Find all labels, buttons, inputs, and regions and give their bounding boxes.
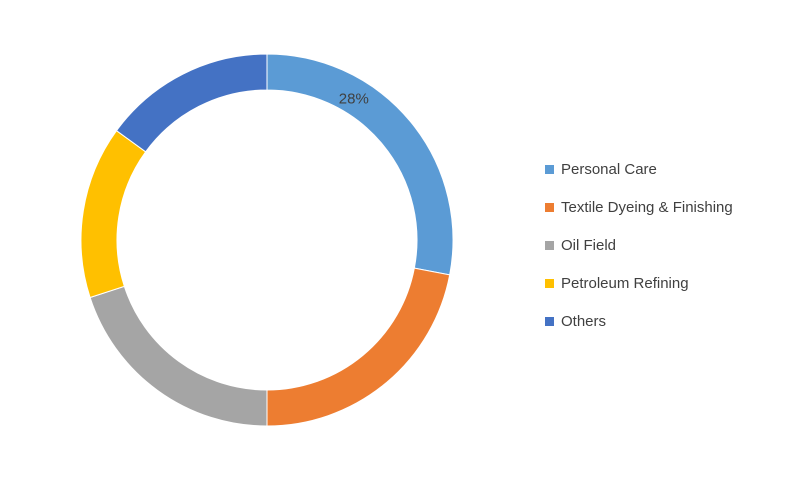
legend-swatch-personal-care	[545, 164, 554, 174]
slice-others	[115, 53, 268, 153]
legend-item-others: Others	[545, 302, 733, 340]
legend-swatch-textile-dyeing	[545, 202, 554, 212]
legend-label-textile-dyeing: Textile Dyeing & Finishing	[561, 198, 733, 216]
slice-petroleum-refining	[80, 129, 147, 299]
data-label-personal-care: 28%	[339, 90, 369, 107]
slice-oil-field	[89, 285, 268, 427]
legend-item-personal-care: Personal Care	[545, 150, 733, 188]
legend-item-textile-dyeing: Textile Dyeing & Finishing	[545, 188, 733, 226]
legend-label-petroleum-refining: Petroleum Refining	[561, 274, 689, 292]
legend-label-personal-care: Personal Care	[561, 160, 657, 178]
legend-item-petroleum-refining: Petroleum Refining	[545, 264, 733, 302]
legend: Personal Care Textile Dyeing & Finishing…	[545, 150, 733, 340]
legend-label-oil-field: Oil Field	[561, 236, 617, 254]
legend-swatch-oil-field	[545, 240, 554, 250]
legend-item-oil-field: Oil Field	[545, 226, 733, 264]
legend-swatch-others	[545, 316, 554, 326]
slice-textile-dyeing	[266, 267, 451, 427]
slice-personal-care	[266, 53, 454, 276]
legend-swatch-petroleum-refining	[545, 278, 554, 288]
legend-label-others: Others	[561, 312, 607, 330]
